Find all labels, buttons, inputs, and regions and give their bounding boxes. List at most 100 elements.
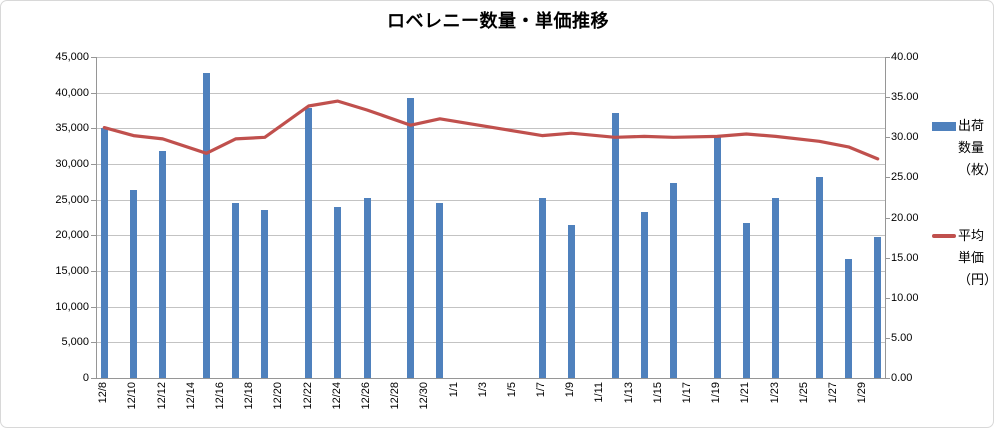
shipment-qty-bar	[640, 211, 648, 378]
x-axis-label: 12/30	[418, 382, 431, 410]
left-axis-label: 25,000	[55, 193, 89, 206]
avg-price-line	[102, 99, 880, 161]
left-axis-label: 35,000	[55, 122, 89, 135]
right-axis-label: 5.00	[891, 331, 913, 344]
x-axis-label: 1/21	[739, 382, 752, 404]
right-axis-label: 35.00	[891, 91, 919, 104]
chart-title: ロベレニー数量・単価推移	[387, 11, 609, 31]
right-axis-tick	[885, 57, 890, 58]
shipment-qty-bar	[202, 72, 210, 378]
left-axis-label: 15,000	[55, 265, 89, 277]
x-axis-label: 1/17	[681, 382, 693, 404]
right-axis-tick	[885, 137, 890, 139]
right-axis-tick	[885, 177, 890, 179]
x-axis-label: 1/7	[535, 382, 548, 398]
shipment-qty-bar	[874, 236, 882, 378]
left-axis-tick	[91, 57, 96, 58]
shipment-qty-bar	[567, 224, 575, 378]
left-axis-tick	[91, 378, 96, 379]
shipment-qty-bar	[334, 206, 342, 378]
x-axis-label: 12/10	[126, 382, 139, 410]
x-axis-label: 12/14	[184, 382, 197, 410]
y-gridline	[97, 199, 885, 201]
shipment-qty-bar	[538, 198, 546, 378]
right-axis-label: 15.00	[891, 251, 919, 264]
right-axis-label: 30.00	[891, 131, 919, 144]
left-axis-tick	[91, 164, 96, 165]
left-axis-label: 40,000	[55, 86, 89, 99]
y-gridline	[97, 57, 885, 58]
shipment-qty-bar	[100, 127, 108, 378]
shipment-qty-bar	[261, 210, 269, 378]
right-axis-label: 0.00	[891, 372, 913, 384]
left-axis-label: 0	[82, 372, 89, 384]
x-axis-label: 1/5	[505, 382, 518, 398]
right-axis-label: 20.00	[891, 211, 919, 224]
x-axis-label: 1/27	[826, 382, 839, 404]
shipment-qty-bar	[130, 189, 137, 378]
x-axis-label: 1/13	[622, 382, 635, 404]
legend-item-avg-price: 平均 単価 （円）	[926, 225, 994, 291]
left-axis-tick	[91, 199, 96, 201]
shipment-qty-bar	[407, 98, 415, 378]
right-axis-label: 25.00	[891, 171, 919, 184]
plot-area	[96, 57, 886, 379]
y-gridline	[97, 128, 885, 130]
x-axis-label: 1/15	[651, 382, 664, 404]
x-axis-label: 1/1	[447, 382, 460, 398]
left-axis-tick	[91, 128, 96, 130]
left-axis-label: 10,000	[55, 300, 89, 313]
shipment-qty-bar	[815, 176, 823, 378]
avg-price-polyline	[102, 99, 880, 161]
left-axis-tick	[91, 92, 96, 94]
legend-item-shipment-qty: 出荷 数量 （枚）	[926, 115, 994, 181]
right-axis-tick	[885, 378, 890, 379]
right-axis-tick	[885, 97, 890, 99]
left-axis-label: 20,000	[55, 229, 89, 242]
shipment-qty-bar	[305, 108, 313, 378]
x-axis-label: 1/23	[768, 382, 781, 404]
x-axis-label: 12/26	[359, 382, 372, 410]
shipment-qty-bar	[772, 197, 780, 378]
shipment-qty-bar	[742, 222, 750, 378]
shipment-qty-bar	[611, 113, 619, 378]
x-axis-label: 12/8	[97, 382, 110, 404]
x-axis-label: 1/11	[593, 382, 606, 403]
left-axis-tick	[91, 342, 96, 344]
left-axis-tick	[91, 235, 96, 237]
bar-series-swatch	[932, 122, 956, 131]
shipment-qty-bar	[669, 182, 677, 378]
x-axis-label: 1/29	[856, 382, 869, 404]
shipment-qty-bar	[363, 198, 371, 378]
right-axis-label: 40.00	[891, 51, 919, 63]
x-axis-label: 1/9	[564, 382, 577, 398]
line-series-swatch	[932, 234, 956, 238]
right-axis-label: 10.00	[891, 291, 919, 304]
shipment-qty-bar	[845, 258, 852, 378]
y-gridline	[97, 306, 885, 308]
left-axis-label: 30,000	[55, 158, 89, 170]
y-gridline	[97, 92, 885, 94]
y-gridline	[97, 342, 885, 344]
legend-label-shipment-qty: 出荷 数量 （枚）	[958, 118, 994, 177]
left-axis-tick	[91, 271, 96, 272]
y-gridline	[97, 164, 885, 165]
x-axis-label: 12/12	[155, 382, 168, 410]
x-axis-label: 1/19	[710, 382, 723, 404]
x-axis-label: 12/22	[301, 382, 314, 410]
right-axis-tick	[885, 217, 890, 219]
left-axis-label: 45,000	[55, 51, 89, 63]
x-axis-label: 12/20	[272, 382, 285, 410]
left-axis-label: 5,000	[61, 336, 89, 349]
x-axis-label: 12/28	[389, 382, 402, 410]
shipment-qty-bar	[159, 151, 167, 378]
x-axis-label: 1/3	[476, 382, 489, 398]
x-axis-label: 12/24	[330, 382, 343, 410]
right-axis-tick	[885, 337, 890, 339]
y-gridline	[97, 235, 885, 237]
legend-label-avg-price: 平均 単価 （円）	[958, 228, 994, 287]
x-axis-label: 12/18	[243, 382, 256, 410]
x-axis-label: 12/16	[214, 382, 227, 410]
shipment-qty-bar	[232, 203, 240, 378]
